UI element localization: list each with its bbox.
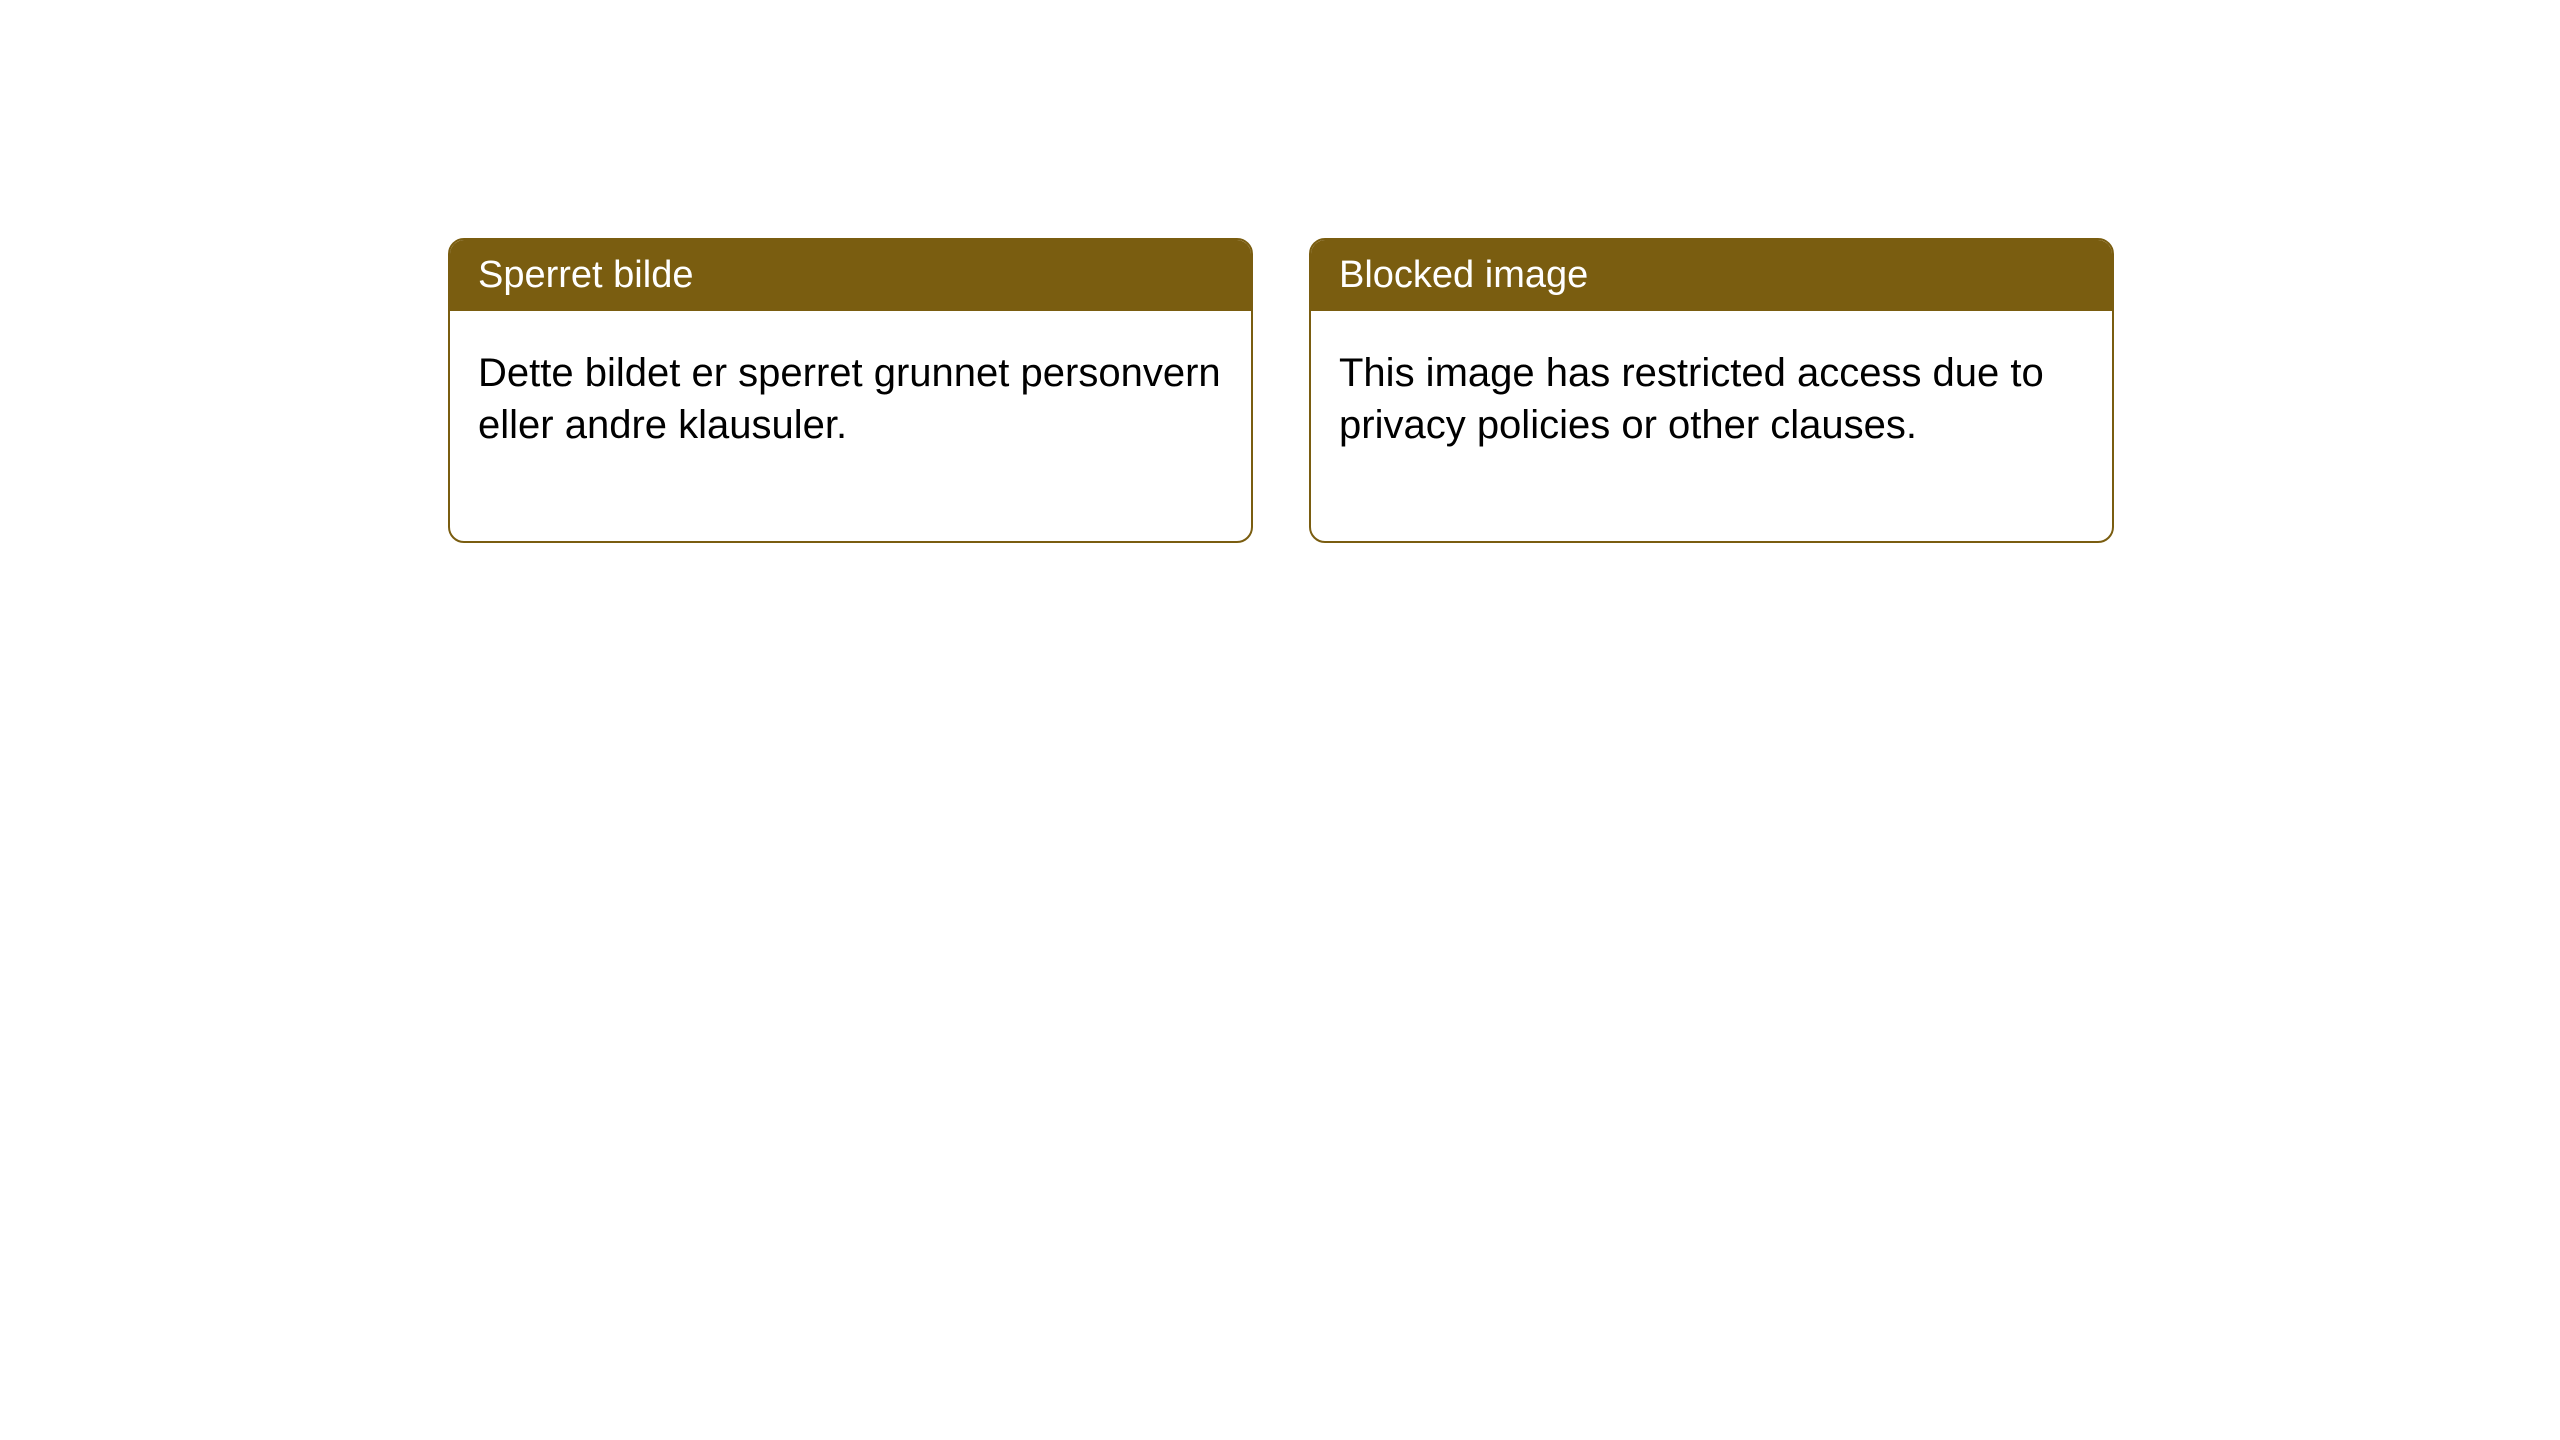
card-title: Sperret bilde	[478, 254, 693, 296]
card-body: This image has restricted access due to …	[1311, 311, 2112, 541]
notice-card-norwegian: Sperret bilde Dette bildet er sperret gr…	[448, 238, 1253, 543]
card-message: This image has restricted access due to …	[1339, 351, 2044, 447]
card-header: Sperret bilde	[450, 240, 1251, 311]
card-body: Dette bildet er sperret grunnet personve…	[450, 311, 1251, 541]
card-title: Blocked image	[1339, 254, 1588, 296]
notice-card-english: Blocked image This image has restricted …	[1309, 238, 2114, 543]
notice-container: Sperret bilde Dette bildet er sperret gr…	[0, 0, 2560, 543]
card-message: Dette bildet er sperret grunnet personve…	[478, 351, 1221, 447]
card-header: Blocked image	[1311, 240, 2112, 311]
